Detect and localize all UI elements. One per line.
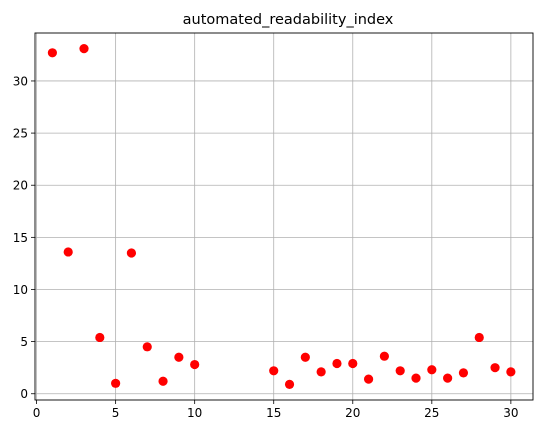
data-point: [348, 358, 358, 369]
data-point: [363, 374, 374, 384]
chart-title: automated_readability_index: [183, 12, 394, 28]
data-point: [316, 367, 326, 377]
y-tick-label: 20: [13, 179, 28, 193]
data-point: [158, 376, 168, 386]
data-point: [284, 379, 295, 389]
data-point: [411, 373, 421, 383]
data-point: [95, 332, 105, 343]
data-point: [79, 44, 89, 54]
data-point: [190, 359, 200, 370]
data-point: [111, 378, 121, 388]
data-point: [126, 248, 137, 258]
x-tick-label: 25: [424, 406, 439, 420]
y-tick-label: 10: [13, 283, 28, 297]
data-point: [379, 351, 389, 361]
data-point: [332, 358, 342, 369]
data-point: [474, 332, 484, 343]
plot-area-frame: [34, 32, 534, 401]
x-axis: 0 5 10 15 20 25 30: [33, 400, 519, 420]
y-axis: 0 5 10 15 20 25 30: [13, 74, 35, 401]
y-tick-label: 15: [13, 231, 28, 245]
x-tick-label: 30: [503, 406, 518, 420]
data-point: [506, 367, 516, 377]
data-point: [269, 366, 279, 376]
data-point: [63, 247, 73, 257]
x-tick-label: 15: [266, 406, 281, 420]
data-point: [490, 363, 500, 373]
data-point: [142, 342, 152, 352]
y-tick-label: 30: [13, 74, 28, 88]
data-point: [443, 373, 453, 383]
y-tick-label: 25: [13, 127, 28, 141]
y-tick-label: 5: [20, 335, 28, 349]
x-tick-label: 5: [112, 406, 120, 420]
x-tick-label: 0: [33, 406, 41, 420]
data-point: [427, 365, 437, 375]
data-point: [47, 48, 57, 58]
grid-lines: [35, 33, 533, 400]
y-tick-label: 0: [20, 387, 28, 401]
data-point: [300, 352, 310, 362]
data-points: [47, 44, 516, 389]
x-tick-label: 10: [187, 406, 202, 420]
data-point: [174, 352, 184, 362]
x-tick-label: 20: [345, 406, 360, 420]
data-point: [458, 368, 469, 378]
data-point: [395, 366, 405, 376]
